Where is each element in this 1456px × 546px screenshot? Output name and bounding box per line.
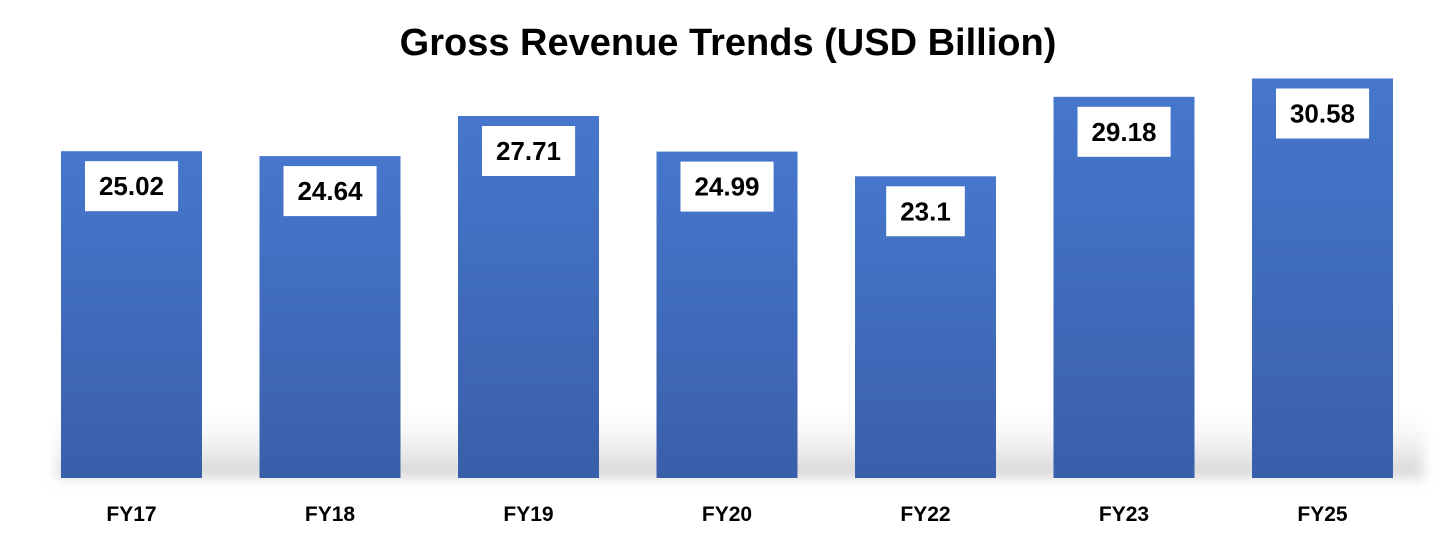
x-tick-label-fy19: FY19	[503, 503, 553, 526]
data-label-fy25: 30.58	[1276, 88, 1370, 139]
data-label-box	[482, 126, 576, 176]
data-label-fy20: 24.99	[680, 161, 774, 212]
data-label-value: 27.71	[496, 136, 561, 166]
data-label-fy17: 25.02	[85, 161, 179, 212]
chart-title: Gross Revenue Trends (USD Billion)	[399, 22, 1057, 64]
data-label-value: 24.64	[297, 176, 363, 206]
data-label-box	[85, 161, 179, 212]
x-tick-label-fy25: FY25	[1297, 503, 1348, 526]
data-label-box	[283, 166, 377, 217]
data-label-fy18: 24.64	[283, 166, 377, 217]
data-label-fy23: 29.18	[1077, 106, 1171, 157]
data-label-value: 30.58	[1290, 99, 1355, 129]
data-labels-layer: 25.02 24.64 27.71 24.99 23.1 29.18 30.58	[85, 88, 1370, 237]
bar-fy25	[1252, 78, 1393, 478]
data-label-value: 25.02	[99, 171, 164, 201]
bar-fy23	[1053, 96, 1195, 479]
bars-layer	[61, 78, 1393, 479]
bar-fy19	[458, 116, 599, 478]
data-label-value: 29.18	[1091, 117, 1156, 147]
data-label-fy19: 27.71	[482, 126, 576, 176]
data-label-value: 23.1	[900, 196, 951, 226]
data-label-fy22: 23.1	[886, 186, 965, 237]
x-axis-tick-labels: FY17 FY18 FY19 FY20 FY22 FY23 FY25	[106, 503, 1348, 526]
data-label-box	[1077, 106, 1171, 157]
data-label-box	[1276, 88, 1370, 139]
data-label-value: 24.99	[694, 172, 759, 202]
data-label-box	[680, 161, 774, 212]
data-label-box	[886, 186, 965, 237]
x-tick-label-fy18: FY18	[305, 503, 356, 526]
x-tick-label-fy22: FY22	[900, 503, 950, 526]
x-tick-label-fy23: FY23	[1099, 503, 1149, 526]
x-tick-label-fy20: FY20	[702, 503, 752, 526]
x-tick-label-fy17: FY17	[106, 503, 156, 526]
